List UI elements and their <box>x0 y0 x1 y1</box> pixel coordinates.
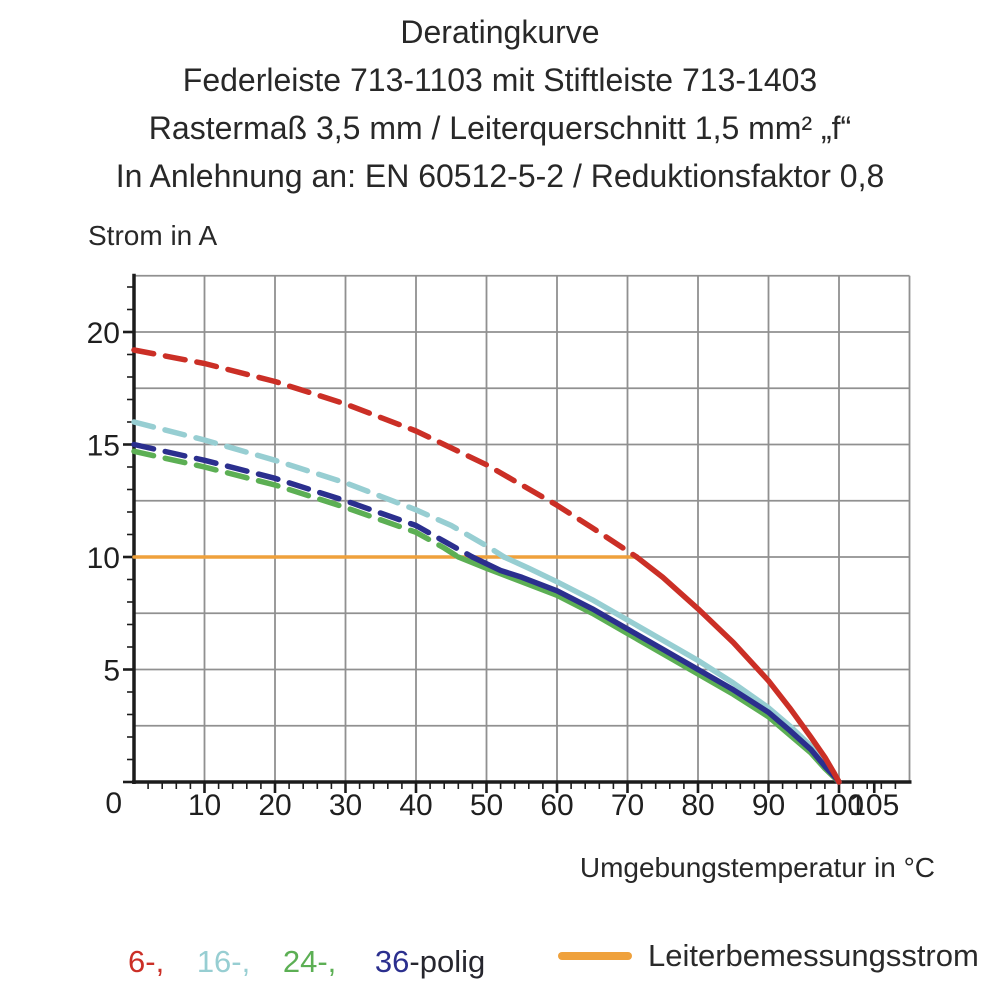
title-line-parts: Federleiste 713-1103 mit Stiftleiste 713… <box>182 62 818 98</box>
legend-rated-current: Leiterbemessungsstrom <box>558 938 979 974</box>
rated-current-line-swatch <box>558 952 632 960</box>
curve-6-polig-dashed <box>131 347 640 560</box>
svg-text:50: 50 <box>470 789 503 822</box>
svg-text:100: 100 <box>814 789 864 822</box>
svg-text:30: 30 <box>329 789 362 822</box>
legend-item-36polig: 36 <box>374 944 410 979</box>
series-6-polig <box>131 347 842 785</box>
legend-pole-counts: 6-, 16-, 24-, 36-polig <box>128 944 485 980</box>
series-36-polig <box>131 441 842 785</box>
y-axis-title: Strom in A <box>88 220 218 251</box>
title-line-pitch: Rastermaß 3,5 mm / Leiterquerschnitt 1,5… <box>148 110 852 146</box>
rated-current-label: Leiterbemessungsstrom <box>648 938 979 973</box>
x-axis-title: Umgebungstemperatur in °C <box>579 852 935 883</box>
svg-text:15: 15 <box>87 430 120 463</box>
svg-text:10: 10 <box>87 542 120 575</box>
svg-text:20: 20 <box>258 789 291 822</box>
legend-item-16polig: 16-, <box>196 944 251 979</box>
curve-24-polig-dashed <box>131 448 462 560</box>
title-line-standard: In Anlehnung an: EN 60512-5-2 / Reduktio… <box>115 158 885 194</box>
curve-36-polig-solid <box>469 554 842 785</box>
svg-text:20: 20 <box>87 317 120 350</box>
legend-pole-suffix: -polig <box>409 944 486 979</box>
svg-text:105: 105 <box>849 789 899 822</box>
svg-text:60: 60 <box>540 789 573 822</box>
chart-title-block: Deratingkurve Federleiste 713-1103 mit S… <box>0 8 1000 200</box>
svg-text:90: 90 <box>752 789 785 822</box>
curve-6-polig-solid <box>633 554 842 785</box>
svg-text:80: 80 <box>681 789 714 822</box>
axis-lines <box>132 273 912 784</box>
legend-item-24polig: 24-, <box>282 944 337 979</box>
gridlines <box>134 274 911 782</box>
svg-text:40: 40 <box>399 789 432 822</box>
curve-36-polig-dashed <box>131 441 476 560</box>
curve-16-polig-dashed <box>131 419 507 560</box>
svg-text:70: 70 <box>611 789 644 822</box>
svg-text:5: 5 <box>103 655 120 688</box>
svg-text:10: 10 <box>188 789 221 822</box>
title-line-main: Deratingkurve <box>400 14 600 50</box>
legend-item-6polig: 6-, <box>128 944 165 979</box>
svg-text:0: 0 <box>105 787 122 820</box>
